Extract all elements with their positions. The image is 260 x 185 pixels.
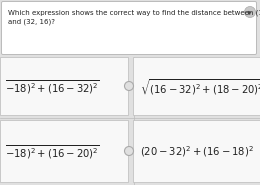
Text: $\sqrt{(16-32)^{2}+(18-20)^{2}}$: $\sqrt{(16-32)^{2}+(18-20)^{2}}$: [140, 77, 260, 97]
FancyBboxPatch shape: [2, 1, 257, 55]
Text: $\overline{-18)^{2}+(16-32)^{2}}$: $\overline{-18)^{2}+(16-32)^{2}}$: [5, 78, 100, 96]
Text: $\overline{-18)^{2}+(16-20)^{2}}$: $\overline{-18)^{2}+(16-20)^{2}}$: [5, 143, 100, 161]
FancyBboxPatch shape: [0, 57, 128, 115]
Text: ▶: ▶: [248, 9, 252, 14]
Text: $(20-32)^{2}+(16-18)^{2}$: $(20-32)^{2}+(16-18)^{2}$: [140, 145, 254, 159]
Circle shape: [244, 6, 256, 18]
Circle shape: [125, 147, 133, 156]
FancyBboxPatch shape: [0, 120, 128, 182]
Circle shape: [125, 82, 133, 90]
Text: Which expression shows the correct way to find the distance between (18, 20)
and: Which expression shows the correct way t…: [8, 9, 260, 25]
FancyBboxPatch shape: [133, 57, 260, 115]
FancyBboxPatch shape: [133, 120, 260, 182]
